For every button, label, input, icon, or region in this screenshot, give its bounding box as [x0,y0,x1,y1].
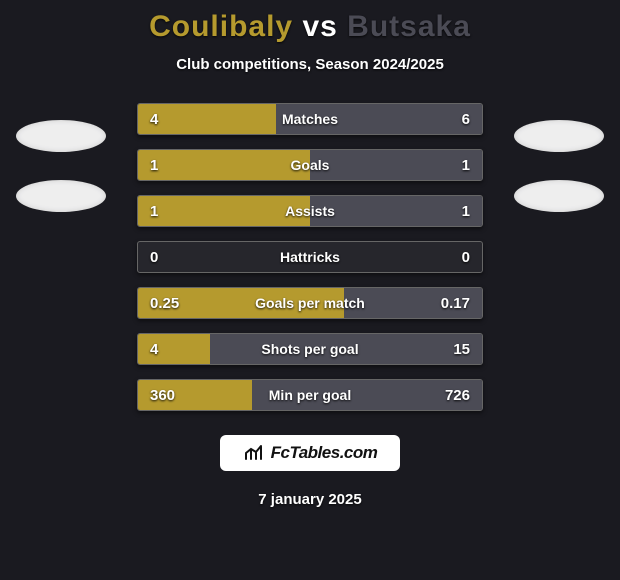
stat-value-left: 4 [150,334,158,364]
stat-value-right: 6 [462,104,470,134]
stat-value-right: 15 [453,334,470,364]
stat-value-right: 726 [445,380,470,410]
stat-label: Goals per match [138,288,482,318]
stat-value-right: 0 [462,242,470,272]
stat-row: Hattricks0 0 [137,241,483,273]
stat-label: Goals [138,150,482,180]
footer-date: 7 january 2025 [0,491,620,508]
stat-value-left: 360 [150,380,175,410]
stat-row: Matches4 6 [137,103,483,135]
stat-value-right: 1 [462,150,470,180]
stat-value-left: 1 [150,150,158,180]
stat-label: Matches [138,104,482,134]
stat-row: Goals1 1 [137,149,483,181]
player2-name: Butsaka [347,10,471,43]
stat-label: Min per goal [138,380,482,410]
stat-row: Assists1 1 [137,195,483,227]
stat-value-left: 4 [150,104,158,134]
stat-label: Shots per goal [138,334,482,364]
stats-container: Matches46Goals11Assists11Hattricks00Goal… [137,103,483,411]
stat-value-right: 1 [462,196,470,226]
team-badge [16,180,106,212]
subtitle: Club competitions, Season 2024/2025 [0,56,620,73]
source-badge: FcTables.com [220,435,400,471]
team-badge [16,120,106,152]
left-team-badges [16,120,106,212]
stat-value-left: 0 [150,242,158,272]
source-text: FcTables.com [271,443,378,463]
stat-label: Assists [138,196,482,226]
stat-value-left: 0.25 [150,288,179,318]
stat-value-left: 1 [150,196,158,226]
team-badge [514,120,604,152]
vs-label: vs [302,10,337,43]
stat-label: Hattricks [138,242,482,272]
right-team-badges [514,120,604,212]
stat-row: Min per goal360 726 [137,379,483,411]
player1-name: Coulibaly [149,10,293,43]
stat-row: Goals per match0.25 0.17 [137,287,483,319]
chart-icon [243,444,265,462]
stat-value-right: 0.17 [441,288,470,318]
page-title: Coulibaly vs Butsaka [0,0,620,44]
stat-row: Shots per goal4 15 [137,333,483,365]
team-badge [514,180,604,212]
